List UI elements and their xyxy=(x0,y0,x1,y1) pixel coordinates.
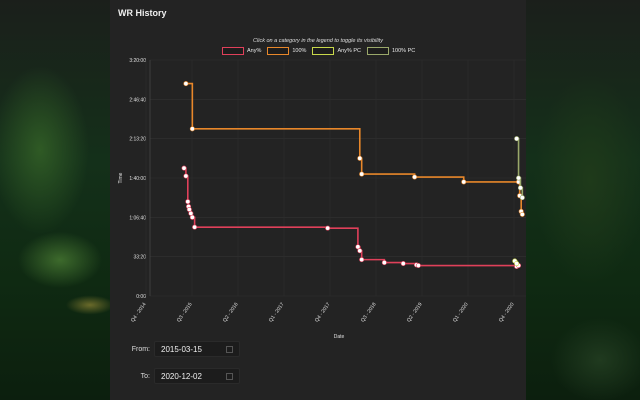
calendar-icon[interactable] xyxy=(226,372,233,380)
legend-item-3[interactable]: 100% PC xyxy=(367,47,415,55)
from-date-row: From: 2015-03-15 xyxy=(118,341,240,357)
x-tick-label: Q4 - 2020 xyxy=(498,302,516,324)
legend-item-0[interactable]: Any% xyxy=(222,47,261,55)
data-point[interactable] xyxy=(517,185,523,191)
y-tick-label: 0:00 xyxy=(136,294,146,300)
data-point[interactable] xyxy=(357,248,363,254)
x-tick-label: Q1 - 2017 xyxy=(268,302,286,324)
data-point[interactable] xyxy=(183,173,189,179)
data-point[interactable] xyxy=(412,174,418,180)
y-axis-title: Time xyxy=(118,172,124,183)
x-axis-title: Date xyxy=(334,334,345,340)
legend-hint: Click on a category in the legend to tog… xyxy=(253,38,383,44)
data-point[interactable] xyxy=(189,214,195,220)
legend-label: Any% xyxy=(247,48,262,54)
legend-swatch xyxy=(267,47,290,55)
y-tick-label: 1:06:40 xyxy=(129,215,146,221)
data-point[interactable] xyxy=(359,257,365,263)
to-date-input[interactable]: 2020-12-02 xyxy=(154,368,240,384)
data-point[interactable] xyxy=(514,136,520,142)
from-date-input[interactable]: 2015-03-15 xyxy=(154,341,240,357)
x-tick-label: Q2 - 2019 xyxy=(406,302,424,324)
data-point[interactable] xyxy=(519,211,525,217)
wr-history-panel: WR History Click on a category in the le… xyxy=(110,0,526,400)
data-point[interactable] xyxy=(325,225,331,231)
legend-label: 100% xyxy=(292,48,307,54)
legend-swatch xyxy=(222,47,244,55)
y-tick-label: 3:20:00 xyxy=(129,58,146,64)
legend-item-1[interactable]: 100% xyxy=(267,47,306,55)
data-point[interactable] xyxy=(181,165,187,171)
x-tick-label: Q3 - 2018 xyxy=(360,302,378,324)
to-date-row: To: 2020-12-02 xyxy=(118,368,240,384)
data-point[interactable] xyxy=(192,224,198,230)
legend-label: 100% PC xyxy=(392,48,416,54)
wr-history-chart: 0:00 33:20 1:06:40 1:40:00 2:13:20 2:46:40 3:2… xyxy=(118,58,526,340)
data-point[interactable] xyxy=(519,195,525,201)
to-label: To: xyxy=(140,372,150,380)
data-point[interactable] xyxy=(400,261,406,267)
data-point[interactable] xyxy=(514,261,520,267)
legend-item-2[interactable]: Any% PC xyxy=(312,47,361,55)
data-point[interactable] xyxy=(355,244,361,250)
x-tick-label: Q4 - 2017 xyxy=(314,302,332,324)
data-point[interactable] xyxy=(357,155,363,161)
from-label: From: xyxy=(131,345,150,353)
chart-legend: Any% 100% Any% PC 100% PC xyxy=(222,47,415,55)
data-point[interactable] xyxy=(461,179,467,185)
series-line xyxy=(185,82,524,215)
data-point[interactable] xyxy=(183,81,189,87)
y-tick-label: 1:40:00 xyxy=(129,176,146,182)
legend-swatch xyxy=(367,47,389,55)
x-tick-label: Q2 - 2016 xyxy=(222,302,240,324)
y-tick-label: 2:46:40 xyxy=(129,97,146,103)
data-point[interactable] xyxy=(189,126,195,132)
to-date-value: 2020-12-02 xyxy=(161,371,202,381)
data-point[interactable] xyxy=(516,175,522,181)
x-tick-label: Q3 - 2015 xyxy=(176,302,194,324)
data-point[interactable] xyxy=(415,263,421,269)
y-tick-label: 2:13:20 xyxy=(129,137,146,143)
panel-title: WR History xyxy=(118,8,167,18)
y-tick-label: 33:20 xyxy=(133,255,146,261)
data-point[interactable] xyxy=(359,171,365,177)
data-point[interactable] xyxy=(381,260,387,266)
calendar-icon[interactable] xyxy=(226,345,233,353)
legend-swatch xyxy=(312,47,335,55)
legend-label: Any% PC xyxy=(337,48,361,54)
from-date-value: 2015-03-15 xyxy=(161,344,202,354)
x-tick-label: Q4 - 2014 xyxy=(130,302,148,324)
data-point[interactable] xyxy=(185,199,191,205)
x-tick-label: Q1 - 2020 xyxy=(452,302,470,324)
